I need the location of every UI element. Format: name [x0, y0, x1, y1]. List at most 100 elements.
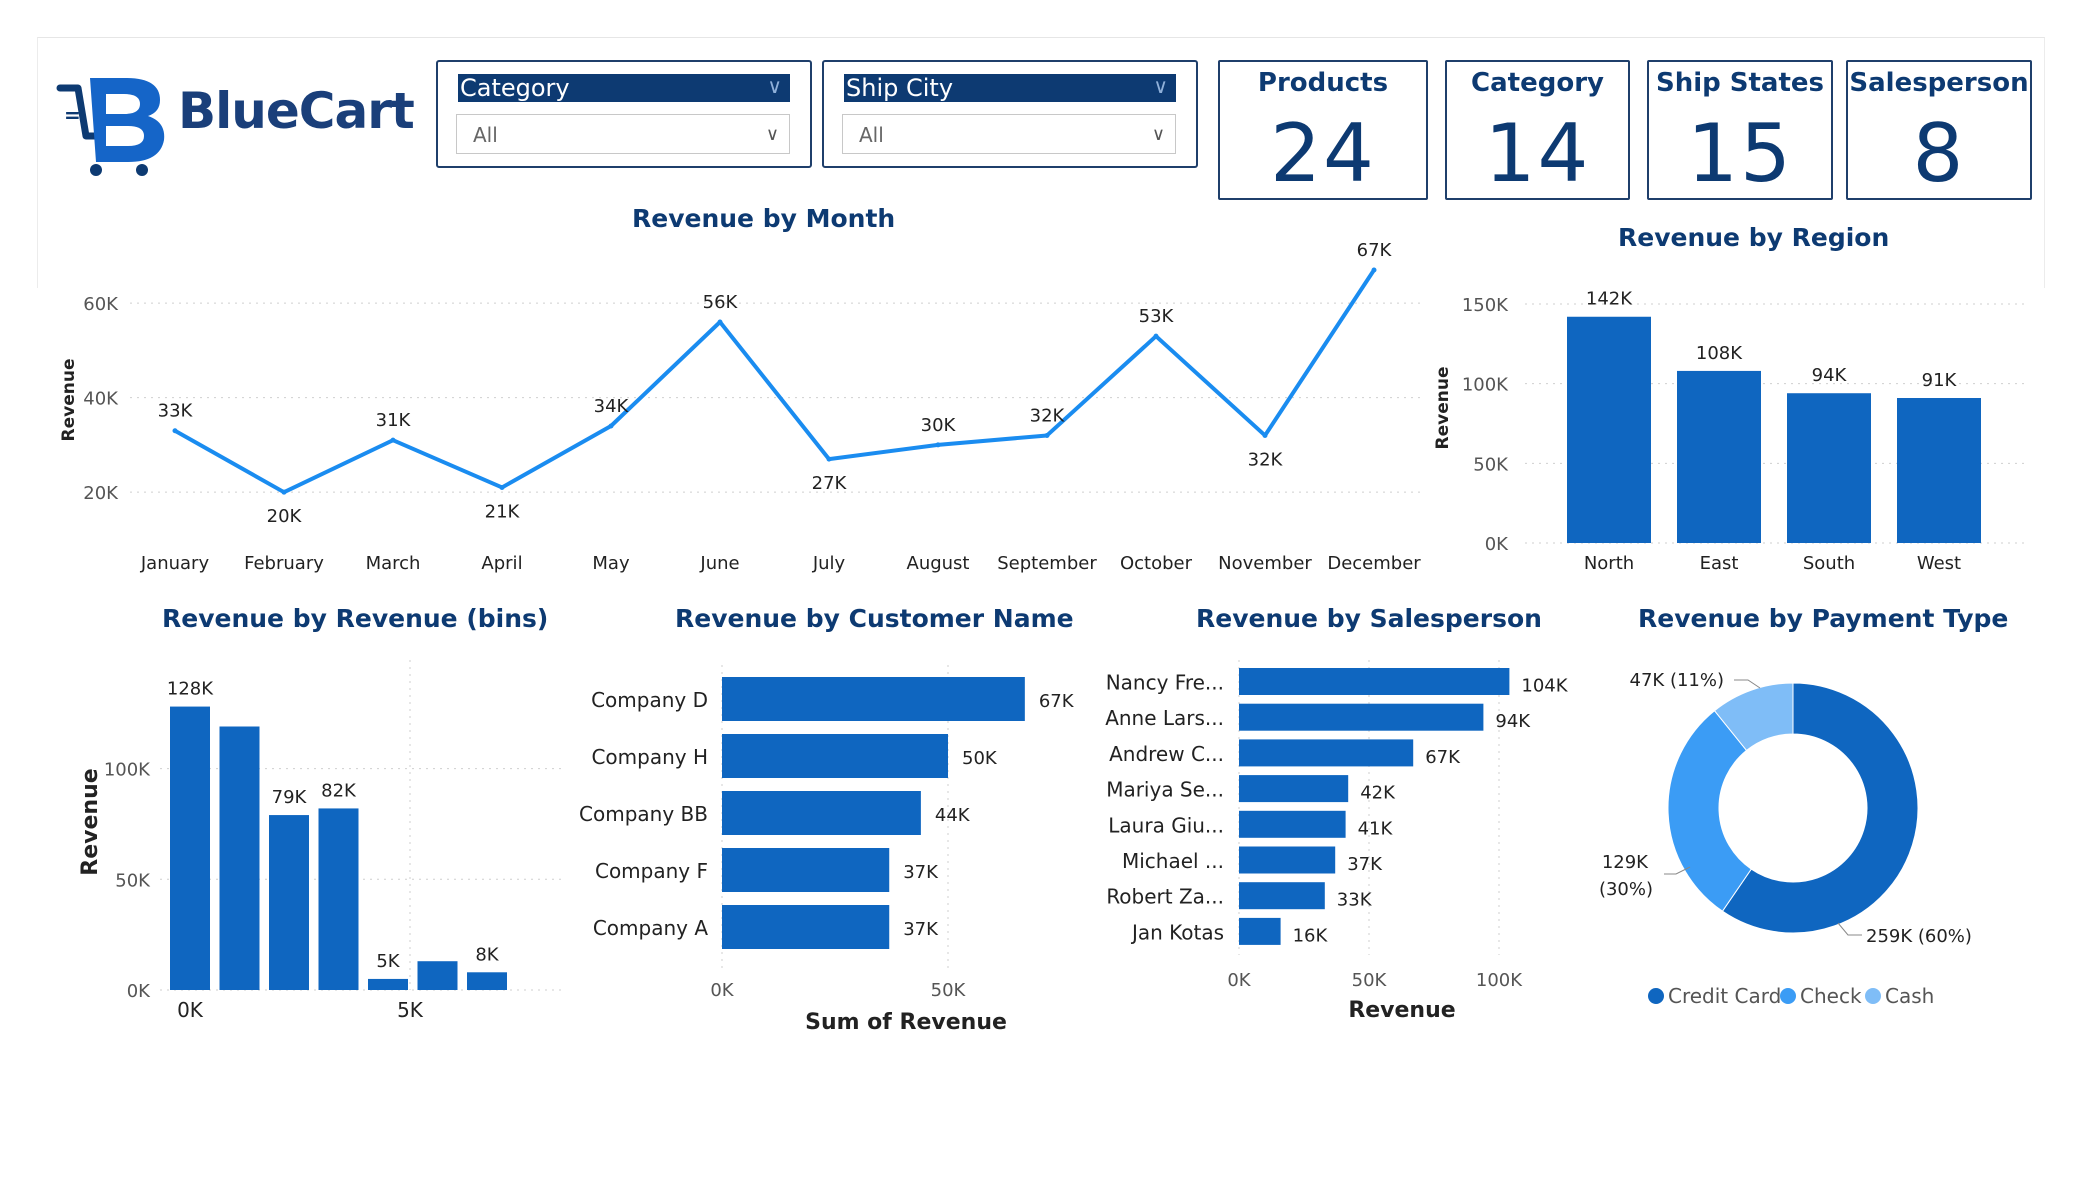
month-data-label: 31K — [376, 410, 412, 431]
month-point — [1153, 333, 1159, 339]
svg-text:=: = — [64, 103, 81, 127]
salesperson-bar — [1239, 775, 1349, 803]
region-data-label: 94K — [1812, 365, 1848, 386]
customer-data-label: 67K — [1039, 691, 1075, 712]
customer-bar — [722, 677, 1025, 721]
ship-city-slicer[interactable]: Ship City ∨ All ∨ — [822, 60, 1198, 168]
month-x-tick: April — [481, 553, 522, 574]
salesperson-data-label: 94K — [1495, 711, 1531, 732]
payment-legend-marker — [1865, 988, 1881, 1004]
bins-bar — [417, 961, 458, 990]
salesperson-bar — [1239, 846, 1336, 874]
title-revenue-by-salesperson: Revenue by Salesperson — [1196, 604, 1542, 633]
month-y-axis-label: Revenue — [59, 359, 79, 442]
salesperson-x-tick: 100K — [1476, 970, 1523, 991]
category-slicer[interactable]: Category ∨ All ∨ — [436, 60, 812, 168]
month-point — [826, 456, 832, 462]
category-dropdown[interactable]: All ∨ — [456, 114, 790, 154]
kpi-salesperson: Salesperson 8 — [1846, 60, 2032, 200]
month-data-label: 53K — [1139, 306, 1175, 327]
payment-leader-line — [1837, 922, 1862, 936]
salesperson-category-label: Robert Za... — [1106, 885, 1224, 909]
month-series-line — [174, 268, 1376, 495]
kpi-label: Ship States — [1655, 68, 1825, 98]
dashboard-header-frame — [37, 37, 2045, 288]
month-y-tick: 60K — [83, 294, 119, 315]
salesperson-bar — [1239, 810, 1346, 838]
salesperson-data-label: 42K — [1360, 783, 1396, 804]
customer-x-tick: 0K — [710, 980, 734, 1001]
customer-category-label: Company A — [593, 916, 709, 940]
bins-y-tick: 100K — [104, 760, 151, 781]
customer-x-tick: 50K — [931, 980, 967, 1001]
region-bar — [1897, 398, 1981, 543]
cart-logo-icon: = — [56, 78, 165, 176]
payment-slice — [1667, 710, 1752, 912]
month-point — [1044, 432, 1050, 438]
chevron-down-icon: ∨ — [1153, 74, 1168, 98]
month-y-tick: 20K — [83, 483, 119, 504]
bins-data-label: 128K — [167, 679, 214, 700]
payment-data-label: 259K (60%) — [1866, 926, 1972, 947]
customer-bar — [722, 791, 921, 835]
bins-bar — [368, 978, 408, 990]
bins-data-label: 82K — [321, 780, 357, 801]
customer-category-label: Company BB — [579, 802, 708, 826]
bins-data-label: 5K — [376, 951, 400, 972]
salesperson-data-label: 104K — [1521, 676, 1568, 697]
month-point — [390, 437, 396, 443]
payment-slice — [1713, 682, 1794, 752]
kpi-value: 15 — [1687, 107, 1793, 200]
salesperson-category-label: Jan Kotas — [1130, 920, 1224, 944]
payment-legend-label: Credit Card — [1668, 984, 1781, 1008]
payment-legend-marker — [1648, 988, 1664, 1004]
month-point — [608, 423, 614, 429]
month-x-tick: June — [699, 553, 739, 574]
salesperson-data-label: 41K — [1358, 818, 1394, 839]
region-data-label: 108K — [1696, 343, 1743, 364]
region-bar — [1567, 316, 1651, 543]
salesperson-category-label: Anne Lars... — [1105, 706, 1224, 730]
month-data-label: 32K — [1030, 405, 1066, 426]
region-bar — [1787, 393, 1871, 543]
kpi-value: 24 — [1270, 107, 1376, 200]
customer-x-axis-label: Sum of Revenue — [805, 1010, 1007, 1035]
bins-x-tick: 5K — [397, 998, 424, 1022]
salesperson-category-label: Nancy Fre... — [1106, 671, 1224, 695]
ship-city-slicer-title: Ship City ∨ — [844, 74, 1176, 102]
ship-city-dropdown[interactable]: All ∨ — [842, 114, 1176, 154]
payment-legend-label: Cash — [1885, 984, 1934, 1008]
month-point — [172, 428, 178, 434]
ship-city-dropdown-value: All — [859, 123, 884, 147]
chevron-down-icon: ∨ — [767, 74, 782, 98]
month-point — [1371, 267, 1377, 273]
customer-data-label: 37K — [903, 862, 939, 883]
month-data-label: 56K — [703, 292, 739, 313]
customer-data-label: 37K — [903, 919, 939, 940]
customer-category-label: Company H — [591, 745, 708, 769]
salesperson-data-label: 37K — [1347, 854, 1383, 875]
brand-name-suffix: Cart — [298, 82, 415, 140]
salesperson-bar — [1239, 739, 1414, 767]
month-x-tick: August — [907, 553, 970, 574]
kpi-label: Products — [1257, 68, 1389, 98]
region-x-tick: West — [1917, 553, 1961, 574]
payment-legend-marker — [1780, 988, 1796, 1004]
region-y-axis-label: Revenue — [1433, 367, 1453, 450]
month-data-label: 20K — [267, 506, 303, 527]
chevron-down-icon[interactable]: ∨ — [765, 124, 779, 145]
salesperson-bar — [1239, 703, 1484, 731]
salesperson-bar — [1239, 668, 1510, 695]
region-y-tick: 0K — [1485, 534, 1509, 555]
month-data-label: 67K — [1357, 240, 1393, 261]
customer-category-label: Company D — [591, 688, 708, 712]
region-data-label: 91K — [1922, 370, 1958, 391]
category-dropdown-value: All — [473, 123, 498, 147]
payment-legend-label: Check — [1800, 984, 1862, 1008]
month-x-tick: September — [997, 553, 1097, 574]
salesperson-data-label: 16K — [1293, 925, 1329, 946]
chevron-down-icon[interactable]: ∨ — [1151, 124, 1165, 145]
month-x-tick: November — [1218, 553, 1312, 574]
month-point — [281, 489, 287, 495]
month-data-label: 21K — [485, 501, 521, 522]
